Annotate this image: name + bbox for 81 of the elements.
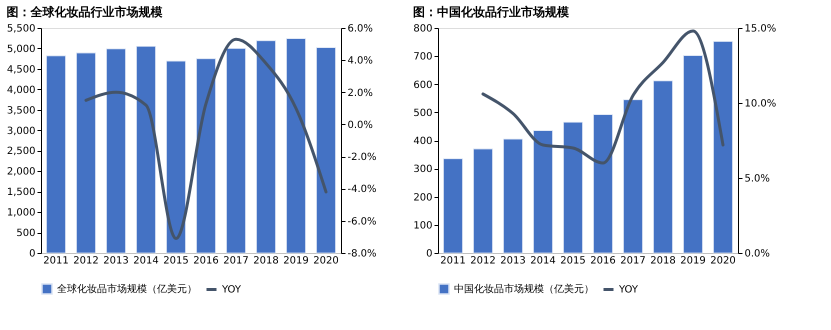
bar <box>443 158 463 254</box>
bar <box>136 46 156 254</box>
y-tick-label: 4,500 <box>6 64 36 76</box>
y-tick-label: 700 <box>413 52 432 63</box>
line-series <box>482 30 724 164</box>
y-tick-label: 500 <box>413 108 432 119</box>
x-tick-label: 2011 <box>43 256 69 266</box>
x-tick-label: 2016 <box>590 256 616 266</box>
line-series <box>84 38 328 240</box>
y-tick-label: 5,500 <box>6 24 36 34</box>
x-tick-label: 2017 <box>620 256 646 266</box>
y-tick-label: 3,500 <box>6 105 36 116</box>
x-tick-label: 2012 <box>470 256 496 266</box>
y-tick-label: 0 <box>29 248 36 260</box>
y2-tick-label: 10.0% <box>744 98 776 110</box>
y-tick-label: 0 <box>426 248 432 260</box>
bar <box>653 80 673 254</box>
y2-tick-label: 6.0% <box>348 24 373 34</box>
y-tick-label: 200 <box>413 192 432 204</box>
bar <box>196 58 216 254</box>
bar <box>286 38 306 254</box>
y2-tick-label: -4.0% <box>348 184 377 196</box>
x-tick-label: 2020 <box>313 256 339 266</box>
y2-tick-label: 4.0% <box>348 56 373 67</box>
bar <box>713 41 733 254</box>
y-tick-label: 5,000 <box>6 44 36 55</box>
x-tick-label: 2011 <box>440 256 466 266</box>
y-tick-label: 500 <box>16 228 36 240</box>
y-tick-label: 4,000 <box>6 84 36 96</box>
bar <box>683 55 703 254</box>
y-tick-label: 3,000 <box>6 126 36 137</box>
bar <box>76 52 96 254</box>
y-tick-label: 400 <box>413 136 432 147</box>
x-tick-label: 2020 <box>710 256 736 266</box>
y-tick-label: 2,000 <box>6 166 36 178</box>
chart-title: 图：中国化妆品行业市场规模 <box>412 5 569 19</box>
bar <box>473 148 493 254</box>
bar <box>593 114 613 254</box>
y2-tick-label: -8.0% <box>348 248 377 260</box>
bar <box>563 122 583 254</box>
legend-label: YOY <box>221 284 242 296</box>
x-tick-label: 2019 <box>680 256 706 266</box>
bar <box>533 130 553 254</box>
y2-tick-label: 2.0% <box>348 88 373 99</box>
y-tick-label: 100 <box>413 220 432 232</box>
x-tick-label: 2019 <box>283 256 309 266</box>
x-tick-label: 2015 <box>163 256 189 266</box>
y-tick-label: 1,500 <box>6 187 36 198</box>
x-tick-label: 2017 <box>223 256 249 266</box>
x-tick-label: 2018 <box>650 256 676 266</box>
y2-tick-label: 0.0% <box>348 120 373 131</box>
bar <box>166 60 186 254</box>
bar <box>46 55 66 254</box>
x-tick-label: 2013 <box>103 256 129 266</box>
x-tick-label: 2013 <box>500 256 526 266</box>
x-tick-label: 2012 <box>73 256 99 266</box>
y-tick-label: 1,000 <box>6 208 36 219</box>
y2-tick-label: -6.0% <box>348 216 377 228</box>
x-tick-label: 2016 <box>193 256 219 266</box>
bar <box>226 48 246 254</box>
bar <box>106 48 126 254</box>
y-tick-label: 800 <box>413 24 432 34</box>
x-tick-label: 2014 <box>133 256 159 266</box>
y2-tick-label: -2.0% <box>348 152 377 164</box>
legend-label: YOY <box>618 284 639 296</box>
legend-label: 全球化妆品市场规模（亿美元） <box>57 283 197 295</box>
y2-tick-label: 5.0% <box>744 174 770 184</box>
y2-tick-label: 0.0% <box>744 248 770 260</box>
legend-label: 中国化妆品市场规模（亿美元） <box>454 283 594 295</box>
x-tick-label: 2014 <box>530 256 556 266</box>
chart-title: 图：全球化妆品行业市场规模 <box>6 5 162 19</box>
y-tick-label: 600 <box>413 80 432 91</box>
y-tick-label: 2,500 <box>6 146 36 158</box>
bar <box>503 138 523 254</box>
y2-tick-label: 15.0% <box>744 24 776 34</box>
bar <box>316 47 336 254</box>
x-tick-label: 2018 <box>253 256 279 266</box>
bar <box>256 40 276 254</box>
bar <box>623 99 643 254</box>
x-tick-label: 2015 <box>560 256 586 266</box>
y-tick-label: 300 <box>413 164 432 176</box>
